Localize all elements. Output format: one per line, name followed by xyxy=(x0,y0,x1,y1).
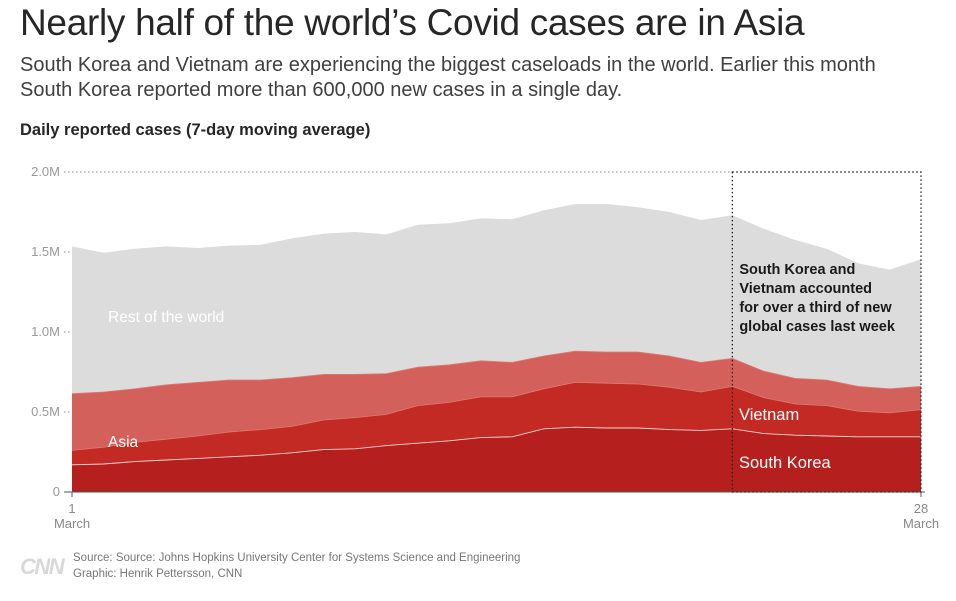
annotation-text: South Korea and xyxy=(739,262,855,278)
area-other-asia xyxy=(72,351,921,451)
area-rest-of-the-world xyxy=(72,204,921,394)
y-tick-label: 0.5M xyxy=(31,404,60,419)
series-label-rest-of-the-world: Rest of the world xyxy=(108,309,224,326)
y-tick-label: 2.0M xyxy=(31,164,60,179)
y-tick-label: 0 xyxy=(53,484,60,499)
cnn-logo: CNN xyxy=(20,554,65,579)
annotation-text: global cases last week xyxy=(739,319,895,335)
boundary-vietnam xyxy=(71,381,922,451)
source-note: Source: Source: Johns Hopkins University… xyxy=(73,552,521,564)
boundary-south-korea xyxy=(71,426,921,466)
y-tick-label: 1.0M xyxy=(31,324,60,339)
x-tick-label: 28 xyxy=(914,501,928,516)
boundary-other-asia xyxy=(71,350,922,394)
area-south-korea xyxy=(72,427,921,492)
graphic-credit: Graphic: Henrik Pettersson, CNN xyxy=(73,568,243,580)
x-tick-sublabel: March xyxy=(903,516,939,531)
x-tick-label: 1 xyxy=(68,501,75,516)
annotation-box xyxy=(731,171,922,493)
y-tick-label: 1.5M xyxy=(31,244,60,259)
series-label-vietnam: Vietnam xyxy=(739,406,799,424)
series-label-asia: Asia xyxy=(108,434,139,451)
annotation-text: Vietnam accounted xyxy=(739,281,872,297)
chart-title: Daily reported cases (7-day moving avera… xyxy=(20,121,371,139)
x-tick-sublabel: March xyxy=(54,516,90,531)
area-vietnam xyxy=(72,382,921,465)
subhead: South Korea and Vietnam are experiencing… xyxy=(20,54,876,101)
headline: Nearly half of the world’s Covid cases a… xyxy=(20,2,805,43)
series-label-south-korea: South Korea xyxy=(739,454,832,472)
footer: CNN Source: Source: Johns Hopkins Univer… xyxy=(20,551,940,591)
annotation-text: for over a third of new xyxy=(739,300,892,316)
